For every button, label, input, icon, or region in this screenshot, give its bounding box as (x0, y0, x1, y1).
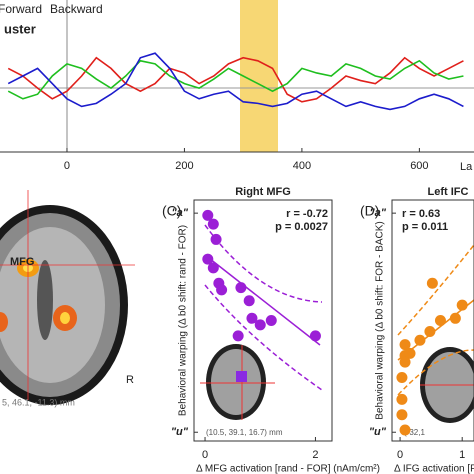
scatter-point (414, 334, 426, 346)
scatter-point (202, 253, 214, 265)
axes-box (391, 199, 474, 442)
x-tick-label: 1 (459, 449, 465, 461)
y-label: Behavioral warping (Δ b0 shift: rand - F… (178, 225, 189, 416)
scatter-point (254, 319, 266, 331)
scatter-point (399, 356, 411, 368)
scatter-point (426, 277, 438, 289)
scatter-point (309, 330, 321, 342)
scatter-point (404, 347, 416, 359)
scatter-point (396, 371, 408, 383)
scatter-point (265, 315, 277, 326)
y-label: Behavioral warping (Δ b0 shift: FOR - BA… (375, 221, 386, 419)
y-tick-label: "u" (171, 426, 189, 438)
panel-label: (D) (360, 203, 379, 219)
legend-entry: Backward (50, 2, 103, 16)
coordinates: (10.5, 39.1, 16.7) mm (206, 428, 283, 437)
scatter-point (207, 262, 219, 274)
scatter-point (456, 299, 468, 311)
x-tick-label: 2 (312, 449, 318, 461)
legend-entry: Forward (0, 2, 42, 16)
scatter-point (207, 218, 219, 230)
scatter-point (210, 233, 222, 245)
stat-annotation: p = 0.011 (402, 221, 448, 233)
series-line (7, 59, 464, 100)
chart-title: Left IFC (428, 186, 469, 198)
y-tick-label: "u" (369, 426, 387, 438)
scatter-point (434, 315, 446, 326)
panel-title: uster (4, 21, 36, 36)
scatter-point (243, 295, 255, 307)
x-tick-label: 400 (293, 160, 311, 172)
stat-annotation: p = 0.0027 (275, 221, 328, 233)
coordinates: (-32,1 (404, 428, 425, 437)
y-tick-label: "a" (171, 207, 188, 219)
chart-title: Right MFG (235, 186, 291, 198)
axes-box (193, 199, 333, 442)
x-tick-label: 200 (175, 160, 193, 172)
x-tick-label: 600 (410, 160, 428, 172)
x-label: La (460, 161, 473, 173)
coordinates: 5, 46.1, -11.3) mm (2, 397, 75, 407)
scatter-point (399, 424, 411, 436)
scatter-point (399, 339, 411, 351)
region-label: MFG (10, 256, 34, 268)
stat-annotation: r = 0.63 (402, 208, 440, 220)
scatter-point (202, 209, 214, 221)
y-tick-label: "a" (369, 207, 386, 219)
series-line (7, 52, 464, 111)
x-tick-label: 0 (64, 160, 70, 172)
scatter-point (424, 325, 436, 337)
x-label: Δ IFG activation [FOR (394, 464, 474, 474)
brain-image (0, 190, 135, 435)
scatter-point (396, 393, 408, 405)
highlight-window (240, 0, 278, 152)
scatter-point (216, 284, 228, 296)
scatter-point (449, 312, 461, 324)
scatter-point (396, 409, 408, 421)
side-label: R (126, 374, 134, 386)
x-tick-label: 0 (397, 449, 403, 461)
scatter-point (232, 330, 244, 342)
series-line (7, 56, 464, 103)
stat-annotation: r = -0.72 (286, 208, 328, 220)
panel-label: (C) (162, 203, 181, 219)
scatter-point (246, 312, 258, 324)
scatter-point (235, 282, 247, 294)
x-tick-label: 0 (202, 449, 208, 461)
x-label: Δ MFG activation [rand - FOR] (nAm/cm²) (196, 464, 380, 474)
inset-brain (200, 344, 474, 423)
